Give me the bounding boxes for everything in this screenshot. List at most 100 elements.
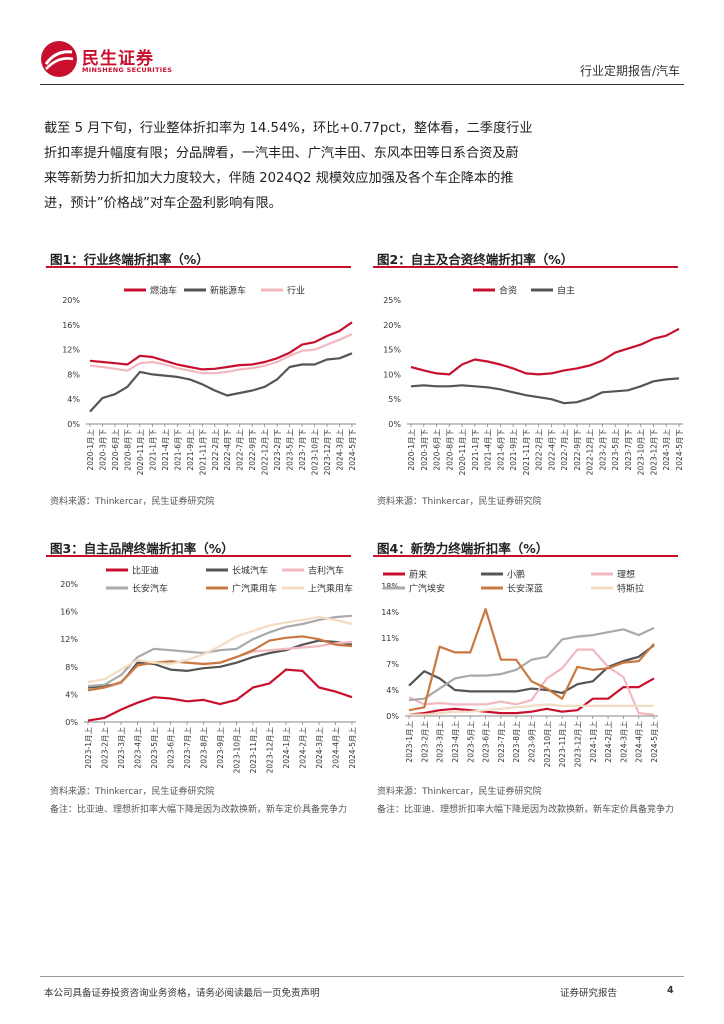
x-tick-label: 2023-7月下 bbox=[298, 429, 307, 471]
series-line-小鹏 bbox=[408, 644, 655, 694]
chart-domestic-jv-discount: 0% 5% 10% 15% 20% 25% 2020-1月上 2020-3月下 2020-6月上… bbox=[383, 285, 684, 476]
legend-label: 合资 bbox=[499, 285, 517, 297]
x-tick-label: 2021-4月上 bbox=[161, 429, 170, 471]
x-tick-label: 2023-1月上 bbox=[84, 727, 93, 769]
legend-label: 小鹏 bbox=[507, 569, 525, 581]
legend-label: 长城汽车 bbox=[232, 565, 268, 577]
x-tick-label: 2024-4月上 bbox=[332, 727, 341, 769]
legend-label: 比亚迪 bbox=[132, 565, 159, 577]
legend-label: 蔚来 bbox=[409, 569, 427, 581]
y-tick-label: 5% bbox=[388, 395, 401, 404]
x-tick-label: 2022-12月上 bbox=[586, 429, 595, 476]
series-line-燃油车 bbox=[89, 321, 353, 371]
x-tick-label: 2021-4月上 bbox=[484, 429, 493, 471]
y-tick-label: 25% bbox=[383, 296, 401, 305]
series-line-广汽乘用车 bbox=[87, 635, 353, 692]
legend-label: 行业 bbox=[287, 285, 305, 297]
x-tick-label: 2023-1月上 bbox=[405, 721, 414, 763]
page-number: 4 bbox=[667, 985, 674, 996]
figure-2-source: 资料来源：Thinkercar，民生证券研究院 bbox=[377, 497, 542, 507]
x-tick-label: 2020-3月下 bbox=[420, 429, 429, 471]
x-tick-label: 2021-1月下 bbox=[471, 429, 480, 471]
figure-1-rule bbox=[46, 266, 351, 268]
x-tick-label: 2022-2月上 bbox=[535, 429, 544, 471]
x-tick-label: 2023-2月下 bbox=[273, 429, 282, 471]
x-tick-label: 2022-4月下 bbox=[547, 429, 556, 471]
body-line: 进，预计”价格战”对车企盈利影响有限。 bbox=[44, 196, 282, 211]
legend-label: 吉利汽车 bbox=[308, 565, 344, 577]
legend-label: 上汽乘用车 bbox=[308, 583, 353, 595]
figure-1-title: 图1：行业终端折扣率（%） bbox=[50, 252, 209, 267]
x-tick-label: 2023-5月上 bbox=[466, 721, 475, 763]
legend-label: 广汽埃安 bbox=[409, 583, 445, 595]
series-line-新能源车 bbox=[89, 352, 353, 413]
x-tick-label: 2021-11月下 bbox=[522, 429, 531, 476]
x-tick-label: 2023-5月上 bbox=[286, 429, 295, 471]
series-line-蔚来 bbox=[408, 677, 655, 716]
header-divider bbox=[40, 84, 684, 85]
legend-label: 特斯拉 bbox=[617, 583, 644, 595]
x-tick-label: 2022-9月下 bbox=[573, 429, 582, 471]
logo-cn: 民生证券 bbox=[82, 49, 154, 69]
y-tick-label: 0% bbox=[67, 420, 80, 429]
x-tick-label: 2020-6月上 bbox=[111, 429, 120, 471]
x-tick-label: 2021-9月上 bbox=[186, 429, 195, 471]
y-tick-label: 16% bbox=[60, 608, 78, 617]
x-tick-label: 2023-12月下 bbox=[323, 429, 332, 476]
legend-label: 理想 bbox=[617, 569, 635, 581]
figure-4-source: 资料来源：Thinkercar，民生证券研究院 bbox=[377, 787, 542, 797]
x-tick-label: 2024-5月上 bbox=[650, 721, 659, 763]
series-line-比亚迪 bbox=[87, 668, 353, 722]
body-line: 截至 5 月下旬，行业整体折扣率为 14.54%，环比+0.77pct，整体看，… bbox=[44, 121, 533, 136]
y-tick-label: 10% bbox=[383, 370, 401, 379]
y-tick-label: 4% bbox=[386, 686, 399, 695]
legend-label: 长安深蓝 bbox=[507, 583, 543, 595]
x-tick-label: 2023-10月上 bbox=[311, 429, 320, 476]
logo-en: MINSHENG SECURITIES bbox=[82, 66, 173, 74]
x-tick-label: 2024-5月下 bbox=[348, 429, 357, 471]
chart-domestic-brands-discount: 0% 4% 8% 12% 16% 20% 2023-1月上 2023-2月上 2023-3月上 2… bbox=[60, 565, 357, 774]
series-line-行业 bbox=[89, 333, 353, 375]
y-tick-label: 14% bbox=[381, 608, 399, 617]
x-tick-label: 2024-4月上 bbox=[635, 721, 644, 763]
y-tick-label: 20% bbox=[383, 321, 401, 330]
x-tick-label: 2023-7月下 bbox=[624, 429, 633, 471]
series-line-广汽埃安 bbox=[408, 626, 655, 702]
x-tick-label: 2024-1月上 bbox=[282, 727, 291, 769]
legend-label: 新能源车 bbox=[210, 285, 246, 297]
x-tick-label: 2020-11月上 bbox=[136, 429, 145, 476]
figure-4-title: 图4：新势力终端折扣率（%） bbox=[377, 541, 549, 556]
series-line-长安深蓝 bbox=[408, 607, 655, 712]
x-tick-label: 2023-10月上 bbox=[543, 721, 552, 768]
footer-report-label: 证券研究报告 bbox=[560, 988, 618, 999]
x-tick-label: 2020-1月上 bbox=[86, 429, 95, 471]
figure-2-rule bbox=[373, 266, 678, 268]
x-tick-label: 2023-6月上 bbox=[482, 721, 491, 763]
x-tick-label: 2020-6月上 bbox=[433, 429, 442, 471]
y-tick-label: 0% bbox=[388, 420, 401, 429]
series-line-特斯拉 bbox=[409, 703, 654, 716]
y-tick-label: 8% bbox=[65, 663, 78, 672]
x-tick-label: 2023-11月上 bbox=[249, 727, 258, 774]
footer-divider bbox=[40, 976, 684, 977]
x-tick-label: 2023-4月上 bbox=[134, 727, 143, 769]
body-line: 来等新势力折扣加大力度较大，伴随 2024Q2 规模效应加强及各个车企降本的推 bbox=[44, 171, 514, 186]
series-line-上汽乘用车 bbox=[87, 615, 353, 684]
y-tick-label: 4% bbox=[67, 395, 80, 404]
figure-2-title: 图2：自主及合资终端折扣率（%） bbox=[377, 252, 574, 267]
figure-3-source: 资料来源：Thinkercar，民生证券研究院 bbox=[50, 787, 215, 797]
x-tick-label: 2023-7月上 bbox=[497, 721, 506, 763]
y-tick-label: 11% bbox=[381, 634, 399, 643]
y-tick-label: 12% bbox=[62, 346, 80, 355]
x-tick-label: 2023-11月上 bbox=[558, 721, 567, 768]
y-tick-label: 12% bbox=[60, 635, 78, 644]
x-tick-label: 2024-3月上 bbox=[619, 721, 628, 763]
y-tick-label: 0% bbox=[386, 712, 399, 721]
body-paragraph: 截至 5 月下旬，行业整体折扣率为 14.54%，环比+0.77pct，整体看，… bbox=[44, 116, 684, 216]
y-tick-label: 4% bbox=[65, 690, 78, 699]
x-tick-label: 2022-4月下 bbox=[223, 429, 232, 471]
x-tick-label: 2024-3月上 bbox=[336, 429, 345, 471]
footer-disclaimer: 本公司具备证券投资咨询业务资格，请务必阅读最后一页免责声明 bbox=[44, 988, 320, 999]
x-tick-label: 2021-6月下 bbox=[496, 429, 505, 471]
x-tick-label: 2022-2月上 bbox=[211, 429, 220, 471]
